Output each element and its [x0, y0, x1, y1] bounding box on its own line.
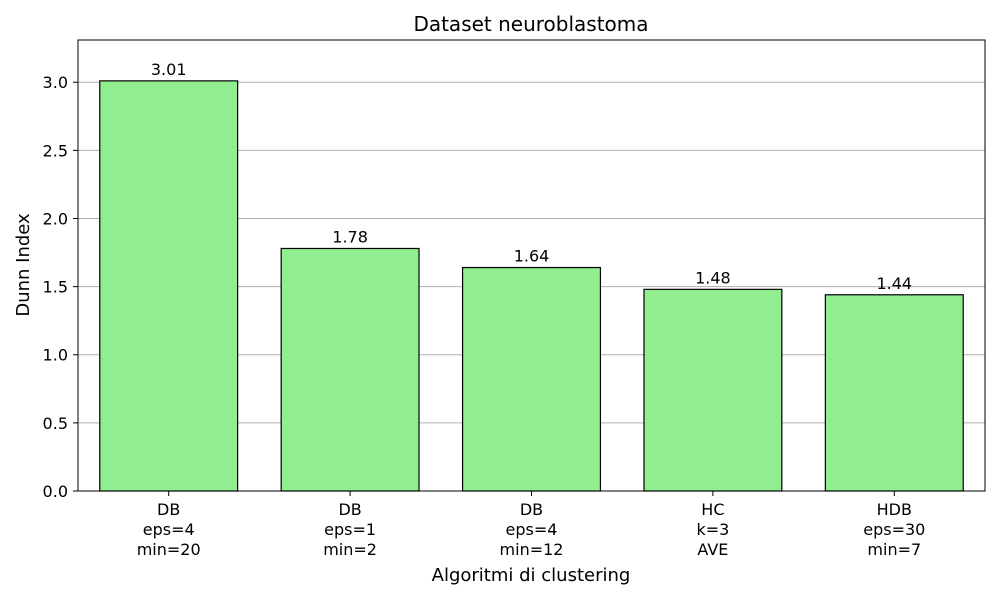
- y-tick-label: 2.5: [43, 141, 68, 160]
- data-label: 1.48: [695, 268, 731, 287]
- x-tick-label: HDB eps=30 min=7: [863, 500, 925, 559]
- x-axis-ticks: DB eps=4 min=20 DB eps=1 min=2 DB eps=4 min=12 HC…: [137, 491, 925, 559]
- x-tick-label: DB eps=4 min=12: [500, 500, 564, 559]
- y-axis-ticks: 0.0 0.5 1.0 1.5 2.0 2.5 3.0: [43, 73, 78, 501]
- x-tick-label: DB eps=4 min=20: [137, 500, 201, 559]
- y-tick-label: 0.5: [43, 414, 68, 433]
- y-tick-label: 0.0: [43, 482, 68, 501]
- y-tick-label: 1.0: [43, 346, 68, 365]
- bar: [461, 266, 602, 492]
- y-tick-label: 3.0: [43, 73, 68, 92]
- x-tick-label: DB eps=1 min=2: [323, 500, 377, 559]
- x-axis-label: Algoritmi di clustering: [432, 565, 631, 586]
- bars: 3.01 1.78 1.64 1.48 1.44: [99, 60, 964, 492]
- data-label: 3.01: [151, 60, 187, 79]
- data-label: 1.78: [332, 227, 368, 246]
- y-tick-label: 2.0: [43, 209, 68, 228]
- data-label: 1.44: [876, 274, 912, 293]
- bar: [280, 247, 420, 492]
- x-tick-label: HC k=3 AVE: [696, 500, 729, 559]
- y-tick-label: 1.5: [43, 278, 68, 297]
- bar: [643, 288, 783, 492]
- y-axis-label: Dunn Index: [13, 213, 34, 317]
- chart-title: Dataset neuroblastoma: [413, 12, 648, 36]
- bar: [824, 294, 964, 492]
- data-label: 1.64: [514, 247, 550, 266]
- bar: [99, 80, 239, 492]
